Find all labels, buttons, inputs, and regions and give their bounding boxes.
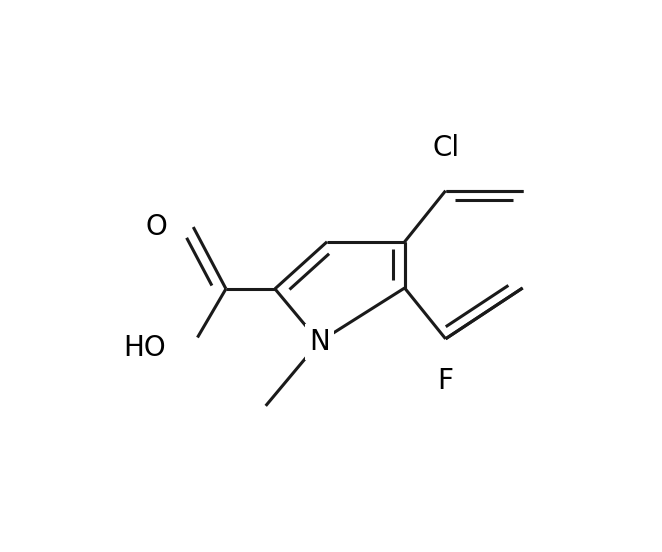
Text: Cl: Cl — [432, 134, 459, 162]
Text: F: F — [438, 367, 453, 395]
Text: N: N — [308, 328, 330, 356]
Text: HO: HO — [123, 334, 166, 362]
Text: O: O — [146, 213, 167, 241]
